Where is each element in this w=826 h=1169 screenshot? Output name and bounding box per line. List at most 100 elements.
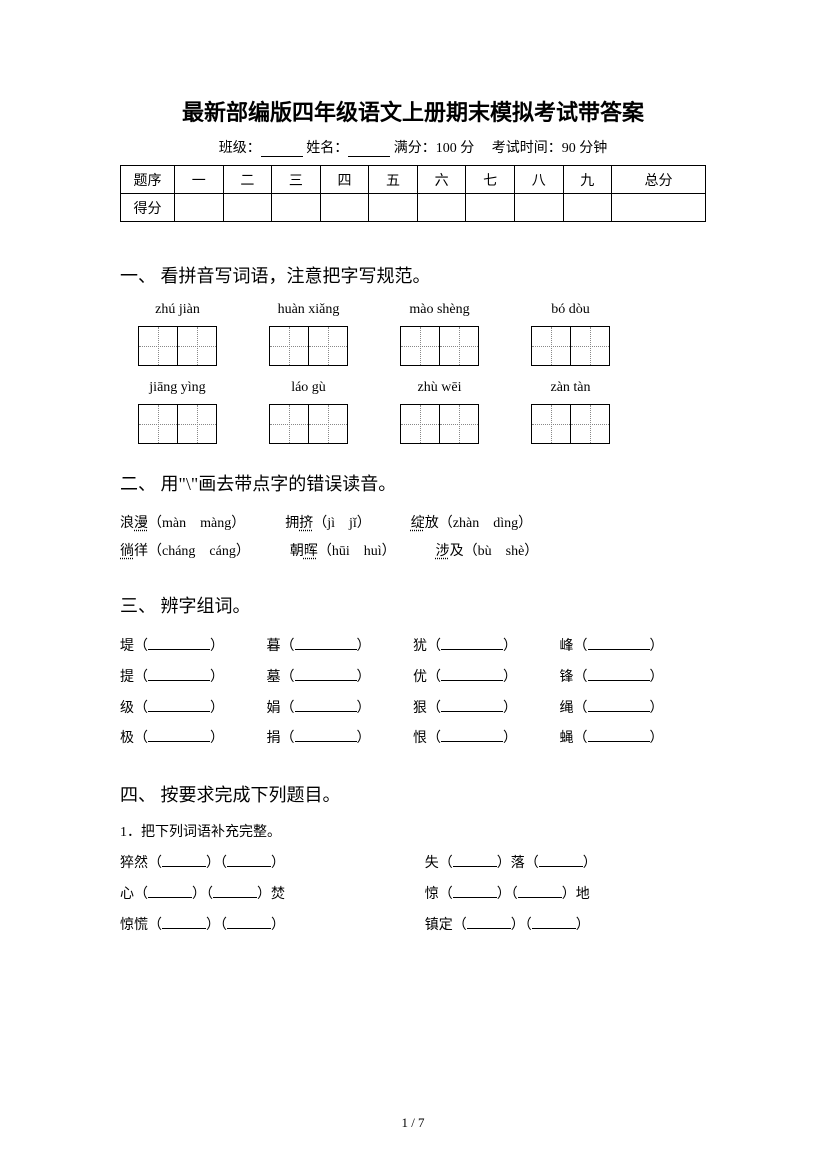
pinyin-label: zhú jiàn — [155, 302, 200, 320]
pinyin-label: zhù wēi — [418, 380, 462, 398]
page-title: 最新部编版四年级语文上册期末模拟考试带答案 — [120, 95, 706, 127]
char-box — [400, 326, 440, 366]
score-cell — [514, 194, 563, 222]
header-cell: 七 — [466, 166, 515, 194]
pinyin-block: huàn xiǎng — [269, 302, 348, 366]
q4-row: 猝然（）（）失（）落（） — [120, 849, 706, 880]
pinyin-block: láo gù — [269, 380, 348, 444]
pinyin-block: jiāng yìng — [138, 380, 217, 444]
char-box — [570, 404, 610, 444]
q3-item: 优（） — [413, 663, 560, 694]
q3-item: 级（） — [120, 694, 267, 725]
section3-content: 堤（）暮（）犹（）峰（）提（）墓（）优（）锋（）级（）娟（）狠（）绳（）极（）捐… — [120, 632, 706, 755]
q2-row: 徜徉（cháng cáng）朝晖（hūi huì）涉及（bù shè） — [120, 538, 706, 566]
char-box — [439, 326, 479, 366]
header-cell: 四 — [320, 166, 369, 194]
pinyin-label: huàn xiǎng — [278, 302, 340, 320]
class-label: 班级： — [219, 141, 261, 156]
q4-right: 失（）落（） — [425, 849, 706, 880]
char-box — [269, 326, 309, 366]
q3-item: 墓（） — [267, 663, 414, 694]
q3-row: 堤（）暮（）犹（）峰（） — [120, 632, 706, 663]
pinyin-container: zhú jiàn huàn xiǎng mào shèng bó dòu jiāng y… — [120, 302, 706, 444]
q3-item: 提（） — [120, 663, 267, 694]
q2-item: 涉及（bù shè） — [436, 538, 539, 566]
q3-item: 蝇（） — [560, 724, 707, 755]
pinyin-row: zhú jiàn huàn xiǎng mào shèng bó dòu — [120, 302, 706, 366]
char-box — [138, 404, 178, 444]
time-value: 90 分钟 — [562, 141, 608, 156]
section2-heading: 二、 用"\"画去带点字的错误读音。 — [120, 470, 706, 496]
q3-item: 锋（） — [560, 663, 707, 694]
q3-item: 恨（） — [413, 724, 560, 755]
char-box — [531, 404, 571, 444]
char-boxes — [531, 326, 610, 366]
meta-line: 班级： 姓名： 满分：100 分 考试时间：90 分钟 — [120, 137, 706, 157]
score-table: 题序 一 二 三 四 五 六 七 八 九 总分 得分 — [120, 165, 706, 222]
char-boxes — [138, 404, 217, 444]
q3-item: 捐（） — [267, 724, 414, 755]
char-box — [138, 326, 178, 366]
header-cell: 总分 — [612, 166, 706, 194]
name-blank — [348, 143, 390, 157]
header-cell: 五 — [369, 166, 418, 194]
q3-item: 娟（） — [267, 694, 414, 725]
pinyin-block: mào shèng — [400, 302, 479, 366]
header-cell: 二 — [223, 166, 272, 194]
header-cell: 题序 — [121, 166, 175, 194]
section2-content: 浪漫（màn màng） 拥挤（jì jǐ） 绽放（zhàn dìng）徜徉（chá… — [120, 510, 706, 566]
q3-row: 提（）墓（）优（）锋（） — [120, 663, 706, 694]
pinyin-block: zàn tàn — [531, 380, 610, 444]
pinyin-block: zhù wēi — [400, 380, 479, 444]
char-box — [269, 404, 309, 444]
page-indicator: 1 / 7 — [0, 1115, 826, 1131]
q3-item: 暮（） — [267, 632, 414, 663]
q4-row: 心（）（）焚惊（）（）地 — [120, 880, 706, 911]
char-boxes — [400, 326, 479, 366]
q3-item: 峰（） — [560, 632, 707, 663]
pinyin-block: bó dòu — [531, 302, 610, 366]
table-row: 题序 一 二 三 四 五 六 七 八 九 总分 — [121, 166, 706, 194]
score-cell — [175, 194, 224, 222]
q2-item: 拥挤（jì jǐ） — [285, 510, 371, 538]
q3-item: 犹（） — [413, 632, 560, 663]
score-label-cell: 得分 — [121, 194, 175, 222]
char-boxes — [138, 326, 217, 366]
q4-left: 心（）（）焚 — [120, 880, 425, 911]
q4-right: 惊（）（）地 — [425, 880, 706, 911]
pinyin-label: zàn tàn — [550, 380, 590, 398]
class-blank — [261, 143, 303, 157]
char-boxes — [269, 404, 348, 444]
score-cell — [466, 194, 515, 222]
time-label: 考试时间： — [492, 141, 562, 156]
q2-item: 浪漫（màn màng） — [120, 510, 245, 538]
char-box — [439, 404, 479, 444]
char-boxes — [269, 326, 348, 366]
score-cell — [223, 194, 272, 222]
q4-row: 惊慌（）（）镇定（）（） — [120, 911, 706, 942]
char-boxes — [400, 404, 479, 444]
section3-heading: 三、 辨字组词。 — [120, 592, 706, 618]
section4-sub1: 1．把下列词语补充完整。 — [120, 821, 706, 841]
score-cell — [320, 194, 369, 222]
section1-heading: 一、 看拼音写词语，注意把字写规范。 — [120, 262, 706, 288]
q3-item: 极（） — [120, 724, 267, 755]
char-box — [570, 326, 610, 366]
q4-left: 猝然（）（） — [120, 849, 425, 880]
score-cell — [417, 194, 466, 222]
q2-row: 浪漫（màn màng） 拥挤（jì jǐ） 绽放（zhàn dìng） — [120, 510, 706, 538]
pinyin-label: láo gù — [291, 380, 326, 398]
section4-content: 猝然（）（）失（）落（）心（）（）焚惊（）（）地惊慌（）（）镇定（）（） — [120, 849, 706, 941]
char-box — [531, 326, 571, 366]
q4-right: 镇定（）（） — [425, 911, 706, 942]
name-label: 姓名： — [306, 141, 348, 156]
section4-heading: 四、 按要求完成下列题目。 — [120, 781, 706, 807]
q2-item: 绽放（zhàn dìng） — [411, 510, 532, 538]
pinyin-label: jiāng yìng — [149, 380, 205, 398]
pinyin-block: zhú jiàn — [138, 302, 217, 366]
q3-row: 极（）捐（）恨（）蝇（） — [120, 724, 706, 755]
char-box — [400, 404, 440, 444]
q3-item: 狠（） — [413, 694, 560, 725]
char-boxes — [531, 404, 610, 444]
q4-left: 惊慌（）（） — [120, 911, 425, 942]
